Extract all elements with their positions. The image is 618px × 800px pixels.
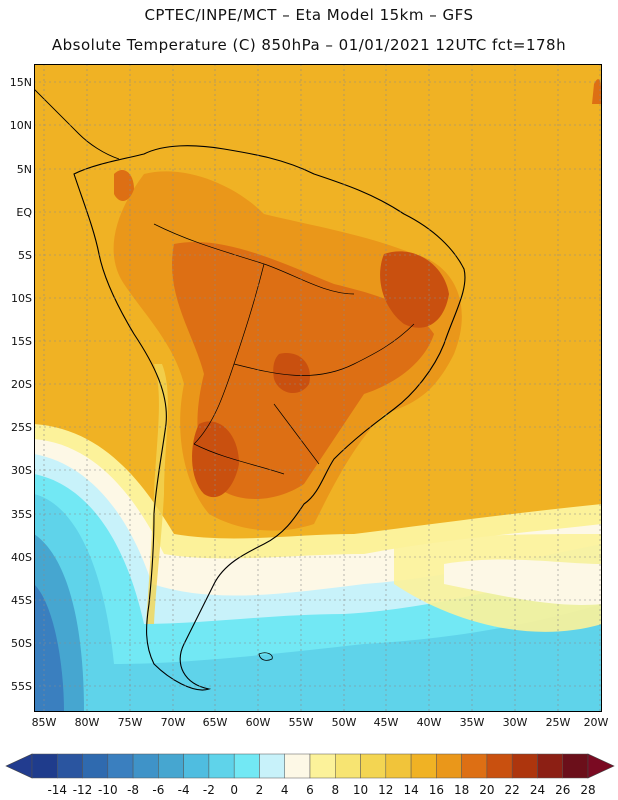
lon-label: 70W bbox=[160, 716, 186, 729]
colorbar-label: 14 bbox=[403, 783, 419, 797]
lon-label: 85W bbox=[31, 716, 57, 729]
colorbar-label: -10 bbox=[98, 783, 118, 797]
colorbar-swatch bbox=[82, 753, 109, 779]
colorbar-label: -14 bbox=[47, 783, 68, 797]
lon-label: 75W bbox=[117, 716, 143, 729]
lat-label: 20S bbox=[11, 378, 32, 391]
colorbar-swatch bbox=[436, 753, 462, 779]
lat-label: 25S bbox=[11, 421, 32, 434]
lat-label: 10S bbox=[11, 292, 32, 305]
map-frame bbox=[34, 64, 602, 712]
colorbar-label: 4 bbox=[280, 783, 289, 797]
lat-label: 15S bbox=[11, 335, 32, 348]
colorbar-label: 22 bbox=[504, 783, 520, 797]
lon-label: 60W bbox=[245, 716, 271, 729]
colorbar-swatch bbox=[284, 753, 311, 779]
lon-label: 30W bbox=[502, 716, 528, 729]
colorbar-under-arrow bbox=[5, 753, 33, 779]
temperature-colorbar bbox=[5, 753, 615, 779]
lat-label: 15N bbox=[9, 76, 32, 89]
colorbar-swatch bbox=[511, 753, 538, 779]
lat-label: 45S bbox=[11, 594, 32, 607]
map-title-line1: CPTEC/INPE/MCT – Eta Model 15km – GFS bbox=[144, 6, 474, 24]
colorbar-swatch bbox=[208, 753, 235, 779]
colorbar-label: 2 bbox=[255, 783, 264, 797]
colorbar-label: 26 bbox=[555, 783, 571, 797]
colorbar-label: 0 bbox=[230, 783, 238, 797]
lon-label: 65W bbox=[202, 716, 228, 729]
colorbar-swatch bbox=[410, 753, 437, 779]
lat-label: 55S bbox=[11, 680, 32, 693]
colorbar-swatch bbox=[385, 753, 412, 779]
lat-label: 5S bbox=[18, 249, 32, 262]
lon-label: 35W bbox=[459, 716, 485, 729]
colorbar-label: 20 bbox=[479, 783, 495, 797]
country-borders bbox=[153, 223, 415, 475]
lon-label: 50W bbox=[331, 716, 357, 729]
colorbar-label: 18 bbox=[453, 783, 470, 797]
colorbar-label: 6 bbox=[306, 783, 314, 797]
colorbar-label: 8 bbox=[331, 783, 340, 797]
colorbar-over-arrow bbox=[587, 753, 615, 779]
colorbar-swatch bbox=[309, 753, 336, 779]
colorbar-swatch bbox=[335, 753, 361, 779]
colorbar-label: 16 bbox=[428, 783, 444, 797]
lon-label: 25W bbox=[545, 716, 571, 729]
colorbar-swatch bbox=[486, 753, 513, 779]
temperature-map bbox=[34, 64, 602, 712]
colorbar-swatch bbox=[57, 753, 83, 779]
lon-label: 80W bbox=[74, 716, 100, 729]
falklands-outline bbox=[258, 652, 273, 661]
lon-label: 55W bbox=[288, 716, 314, 729]
colorbar-swatch bbox=[259, 753, 285, 779]
lon-label: 45W bbox=[373, 716, 399, 729]
colorbar-swatch bbox=[562, 753, 589, 779]
colorbar-label: -6 bbox=[152, 783, 165, 797]
map-gridlines bbox=[34, 64, 602, 712]
colorbar-label: -8 bbox=[127, 783, 140, 797]
colorbar-label: -2 bbox=[202, 783, 215, 797]
colorbar-swatch bbox=[183, 753, 210, 779]
colorbar-swatch bbox=[132, 753, 159, 779]
lat-label: EQ bbox=[16, 206, 32, 219]
colorbar-swatch bbox=[461, 753, 488, 779]
colorbar-label: -4 bbox=[177, 783, 190, 797]
lon-label: 20W bbox=[583, 716, 609, 729]
lat-label: 5N bbox=[16, 163, 32, 176]
colorbar-swatch bbox=[158, 753, 184, 779]
colorbar-label: 12 bbox=[378, 783, 394, 797]
lat-label: 35S bbox=[11, 508, 32, 521]
lat-label: 30S bbox=[11, 464, 32, 477]
lon-label: 40W bbox=[416, 716, 442, 729]
south-america-coastline bbox=[73, 145, 466, 691]
colorbar-swatch bbox=[360, 753, 387, 779]
lat-label: 50S bbox=[11, 637, 32, 650]
colorbar-label: 28 bbox=[580, 783, 596, 797]
lat-label: 40S bbox=[11, 551, 32, 564]
colorbar-swatch bbox=[107, 753, 134, 779]
colorbar-swatch bbox=[31, 753, 58, 779]
lat-label: 10N bbox=[9, 119, 32, 132]
colorbar-swatch bbox=[537, 753, 563, 779]
colorbar-label: 24 bbox=[529, 783, 546, 797]
colorbar-swatch bbox=[233, 753, 260, 779]
colorbar-label: -12 bbox=[72, 783, 93, 797]
map-title-line2: Absolute Temperature (C) 850hPa – 01/01/… bbox=[51, 36, 567, 54]
colorbar-label: 10 bbox=[352, 783, 369, 797]
